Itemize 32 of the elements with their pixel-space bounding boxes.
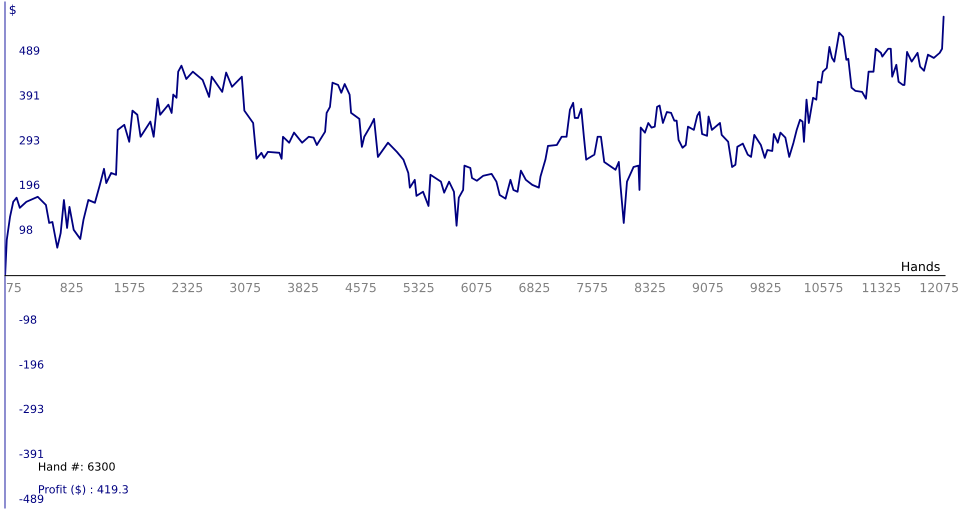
x-tick-label: 11325 xyxy=(862,282,900,292)
y-tick-label: -489 xyxy=(19,494,44,503)
x-tick-label: 6825 xyxy=(519,282,550,292)
y-tick-label: 98 xyxy=(20,226,32,234)
x-tick-label: 2325 xyxy=(172,282,202,292)
line-series xyxy=(5,16,945,276)
x-tick-label: 4575 xyxy=(346,282,376,292)
x-tick-label: 75 xyxy=(6,282,21,292)
x-axis-title: Hands xyxy=(902,262,940,272)
y-tick-label: 293 xyxy=(20,136,40,145)
x-tick-label: 7575 xyxy=(577,282,608,292)
x-tick-label: 12075 xyxy=(920,282,958,292)
y-axis-title: $ xyxy=(10,4,16,16)
y-tick-label: 196 xyxy=(20,180,40,190)
y-tick-label: 489 xyxy=(19,46,40,55)
y-tick-label: -293 xyxy=(19,404,44,414)
x-tick-label: 9075 xyxy=(692,282,723,292)
y-tick-label: -391 xyxy=(19,450,44,458)
x-tick-label: 5325 xyxy=(404,282,434,292)
x-tick-label: 1575 xyxy=(115,282,144,292)
x-tick-label: 3075 xyxy=(230,282,260,292)
x-tick-label: 825 xyxy=(60,282,83,292)
y-tick-label: -196 xyxy=(19,360,44,369)
x-tick-label: 6075 xyxy=(462,282,492,292)
x-tick-label: 3825 xyxy=(288,282,318,292)
y-tick-label: 391 xyxy=(20,91,40,100)
annotation: Profit ($) : 419.3 xyxy=(38,484,128,495)
x-tick-label: 9825 xyxy=(750,282,781,292)
y-tick-label: -98 xyxy=(19,315,36,324)
annotation: Hand #: 6300 xyxy=(38,462,115,471)
x-tick-label: 10575 xyxy=(805,282,842,292)
x-tick-label: 8325 xyxy=(634,282,665,292)
